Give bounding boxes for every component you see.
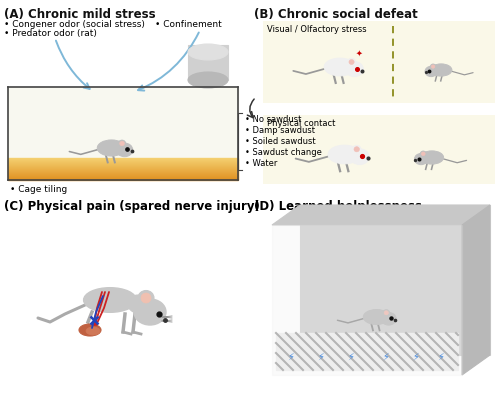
Bar bbox=[8, 178, 238, 179]
Ellipse shape bbox=[134, 299, 166, 325]
Bar bbox=[8, 175, 238, 176]
Ellipse shape bbox=[422, 152, 425, 156]
Text: • Predator odor (rat): • Predator odor (rat) bbox=[4, 29, 97, 38]
Text: • Water: • Water bbox=[245, 159, 278, 168]
Bar bbox=[264, 116, 494, 183]
Ellipse shape bbox=[128, 295, 148, 313]
Ellipse shape bbox=[188, 72, 228, 88]
Text: ✦: ✦ bbox=[356, 49, 363, 58]
Ellipse shape bbox=[354, 147, 360, 152]
Text: • Sawdust change: • Sawdust change bbox=[245, 148, 322, 157]
Ellipse shape bbox=[420, 151, 426, 156]
Polygon shape bbox=[188, 45, 228, 80]
Text: (A) Chronic mild stress: (A) Chronic mild stress bbox=[4, 8, 156, 21]
Text: • No sawdust: • No sawdust bbox=[245, 115, 302, 124]
Polygon shape bbox=[272, 205, 490, 225]
Ellipse shape bbox=[432, 65, 435, 68]
Ellipse shape bbox=[414, 153, 428, 165]
Bar bbox=[8, 173, 238, 174]
Ellipse shape bbox=[346, 62, 364, 77]
Bar bbox=[8, 172, 238, 173]
Text: (D) Learned helplessness: (D) Learned helplessness bbox=[254, 200, 422, 213]
Ellipse shape bbox=[138, 290, 154, 305]
Ellipse shape bbox=[328, 145, 361, 164]
Text: (B) Chronic social defeat: (B) Chronic social defeat bbox=[254, 8, 418, 21]
Text: • Soiled sawdust: • Soiled sawdust bbox=[245, 137, 316, 146]
Ellipse shape bbox=[350, 149, 369, 165]
Ellipse shape bbox=[349, 60, 354, 64]
Bar bbox=[8, 163, 238, 164]
Bar bbox=[8, 166, 238, 167]
Ellipse shape bbox=[364, 310, 390, 324]
Bar bbox=[8, 174, 238, 175]
Ellipse shape bbox=[79, 324, 101, 336]
Ellipse shape bbox=[118, 140, 126, 147]
Bar bbox=[264, 22, 494, 102]
Text: Physical contact: Physical contact bbox=[267, 119, 336, 128]
Ellipse shape bbox=[84, 288, 136, 312]
Polygon shape bbox=[272, 225, 462, 375]
Text: • Congener odor (social stress): • Congener odor (social stress) bbox=[4, 20, 145, 29]
Text: • Confinement: • Confinement bbox=[155, 20, 222, 29]
Ellipse shape bbox=[120, 141, 124, 146]
Bar bbox=[8, 170, 238, 171]
Bar bbox=[8, 179, 238, 180]
Bar bbox=[8, 165, 238, 166]
Ellipse shape bbox=[86, 327, 100, 335]
Ellipse shape bbox=[352, 145, 361, 153]
Ellipse shape bbox=[420, 151, 444, 164]
Bar bbox=[8, 159, 238, 160]
Bar bbox=[8, 158, 238, 159]
Ellipse shape bbox=[384, 311, 388, 315]
Ellipse shape bbox=[97, 140, 126, 156]
Bar bbox=[8, 161, 238, 162]
Ellipse shape bbox=[348, 58, 356, 66]
Bar bbox=[276, 333, 458, 370]
Text: Visual / Olfactory stress: Visual / Olfactory stress bbox=[267, 25, 366, 34]
Ellipse shape bbox=[141, 293, 151, 303]
Text: • Cage tiling: • Cage tiling bbox=[10, 185, 67, 194]
Bar bbox=[8, 160, 238, 161]
Text: ⚡: ⚡ bbox=[288, 352, 294, 362]
Text: • Damp sawdust: • Damp sawdust bbox=[245, 126, 315, 135]
Bar bbox=[8, 162, 238, 163]
Bar bbox=[276, 333, 458, 370]
Ellipse shape bbox=[425, 66, 438, 77]
Bar bbox=[8, 168, 238, 169]
Polygon shape bbox=[300, 205, 490, 355]
Ellipse shape bbox=[188, 44, 228, 60]
Polygon shape bbox=[462, 205, 490, 375]
Ellipse shape bbox=[430, 64, 436, 69]
Ellipse shape bbox=[430, 64, 452, 76]
Ellipse shape bbox=[116, 143, 132, 157]
Bar bbox=[8, 167, 238, 168]
Ellipse shape bbox=[381, 312, 396, 325]
Bar bbox=[8, 87, 238, 158]
Ellipse shape bbox=[324, 58, 356, 76]
Text: (C) Physical pain (spared nerve injury): (C) Physical pain (spared nerve injury) bbox=[4, 200, 260, 213]
Bar bbox=[8, 164, 238, 165]
Text: ⚡: ⚡ bbox=[412, 352, 420, 362]
Bar bbox=[8, 169, 238, 170]
Text: ⚡: ⚡ bbox=[318, 352, 324, 362]
Bar bbox=[8, 177, 238, 178]
Ellipse shape bbox=[383, 310, 390, 316]
Text: ⚡: ⚡ bbox=[438, 352, 444, 362]
Bar bbox=[8, 171, 238, 172]
Bar bbox=[8, 176, 238, 177]
Text: ⚡: ⚡ bbox=[382, 352, 390, 362]
Text: ⚡: ⚡ bbox=[348, 352, 354, 362]
